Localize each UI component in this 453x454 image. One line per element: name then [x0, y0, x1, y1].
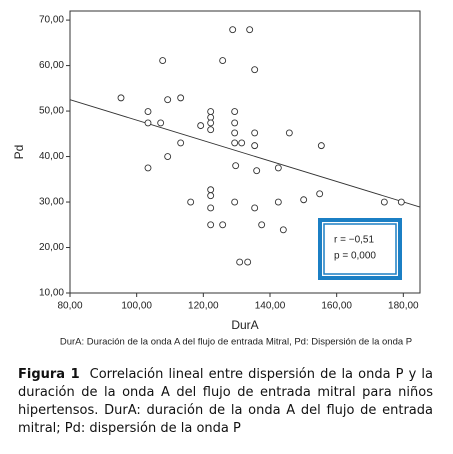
figure-label: Figura 1 — [18, 367, 80, 382]
annotation: p = 0,000 — [334, 251, 376, 262]
y-tick-label: 50,00 — [39, 106, 64, 117]
point — [285, 129, 293, 137]
point — [164, 96, 172, 104]
annotation: r = −0,51 — [334, 235, 374, 246]
point — [380, 198, 388, 206]
point — [258, 221, 266, 229]
point — [207, 204, 215, 212]
caption-text: Correlación lineal entre dispersión de l… — [18, 367, 434, 436]
point — [231, 129, 239, 137]
point — [207, 119, 215, 127]
x-tick-label: 100,00 — [121, 301, 152, 312]
x-tick-label: 140,00 — [255, 301, 286, 312]
point — [144, 164, 152, 172]
y-tick-label: 10,00 — [39, 288, 64, 299]
point — [231, 119, 239, 127]
point — [197, 122, 205, 130]
point — [157, 119, 165, 127]
chart: DurA Pd DurA: Duración de la onda A del … — [12, 10, 421, 348]
point — [246, 26, 254, 34]
point — [117, 94, 125, 102]
point — [232, 162, 240, 170]
point — [159, 57, 167, 65]
point — [238, 139, 246, 147]
point — [274, 198, 282, 206]
point — [274, 164, 282, 172]
point — [244, 258, 252, 266]
y-tick-label: 70,00 — [39, 15, 64, 26]
point — [236, 258, 244, 266]
point — [207, 186, 215, 194]
point — [207, 192, 215, 200]
point — [219, 221, 227, 229]
point — [231, 139, 239, 147]
point — [219, 57, 227, 65]
x-tick-label: 180,00 — [388, 301, 419, 312]
point — [229, 26, 237, 34]
y-axis-label: Pd — [12, 145, 26, 160]
point — [316, 190, 324, 198]
plot-frame — [69, 10, 421, 294]
point — [144, 119, 152, 127]
point — [251, 129, 259, 137]
point — [207, 126, 215, 134]
point — [207, 221, 215, 229]
point — [300, 196, 308, 204]
point — [164, 153, 172, 160]
caption: Figura 1 Correlación lineal entre dispers… — [18, 366, 433, 438]
point — [144, 108, 152, 115]
point — [251, 142, 259, 150]
point — [251, 66, 259, 74]
point — [279, 226, 287, 234]
point — [397, 198, 405, 206]
point — [177, 139, 185, 147]
y-tick-label: 20,00 — [39, 242, 64, 253]
stats-box: r = −0,51 p = 0,000 — [318, 218, 402, 280]
point — [251, 204, 259, 212]
y-tick-label: 40,00 — [39, 151, 64, 162]
box-inner — [323, 223, 397, 275]
point — [317, 142, 325, 150]
point — [207, 108, 215, 115]
point — [231, 198, 239, 206]
x-tick-label: 80,00 — [57, 301, 82, 312]
point — [177, 94, 185, 102]
point — [253, 167, 261, 175]
y-tick-label: 30,00 — [39, 197, 64, 208]
fit-line — [69, 99, 421, 208]
y-tick-label: 60,00 — [39, 60, 64, 71]
x-axis-label: DurA — [231, 318, 258, 332]
point — [231, 108, 239, 115]
point — [187, 198, 195, 206]
x-tick-label: 160,00 — [321, 301, 352, 312]
x-tick-label: 120,00 — [188, 301, 219, 312]
footnote: DurA: Duración de la onda A del flujo de… — [60, 337, 412, 348]
